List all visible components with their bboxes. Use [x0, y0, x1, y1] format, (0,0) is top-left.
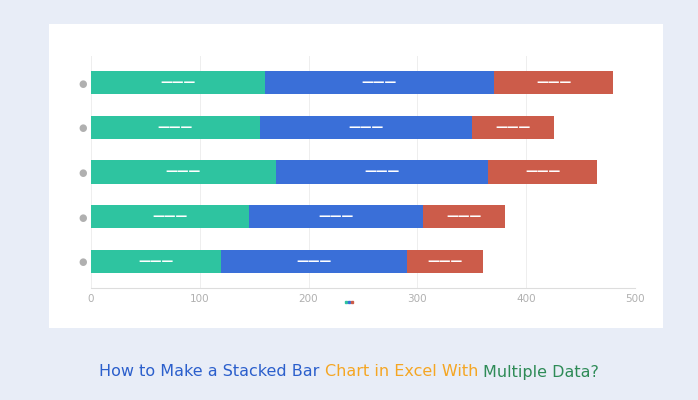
Bar	[91, 71, 265, 94]
Bar	[248, 205, 423, 228]
Text: ———: ———	[161, 76, 195, 89]
Bar	[406, 250, 483, 273]
Text: ———: ———	[536, 76, 571, 89]
Text: ———: ———	[165, 166, 201, 178]
Bar	[91, 250, 221, 273]
Bar	[472, 116, 554, 139]
Bar	[91, 116, 260, 139]
Bar	[221, 250, 406, 273]
Bar	[276, 160, 488, 184]
Text: ———: ———	[297, 255, 332, 268]
Text: ———: ———	[427, 255, 462, 268]
Text: How to Make a Stacked Bar: How to Make a Stacked Bar	[99, 364, 325, 380]
Text: ———: ———	[525, 166, 560, 178]
Text: ———: ———	[318, 210, 353, 223]
Text: ———: ———	[152, 210, 187, 223]
Text: ———: ———	[158, 121, 193, 134]
Bar	[91, 160, 276, 184]
Bar	[260, 116, 472, 139]
Text: Multiple Data?: Multiple Data?	[483, 364, 599, 380]
Text: ———: ———	[446, 210, 482, 223]
Text: ———: ———	[362, 76, 397, 89]
Text: ———: ———	[138, 255, 174, 268]
Text: ———: ———	[495, 121, 530, 134]
Bar	[488, 160, 597, 184]
Text: ———: ———	[364, 166, 400, 178]
Legend: , , : , ,	[344, 301, 354, 303]
Bar	[423, 205, 505, 228]
Bar	[265, 71, 493, 94]
Text: ———: ———	[348, 121, 383, 134]
Bar	[91, 205, 248, 228]
Text: Chart in Excel With: Chart in Excel With	[325, 364, 483, 380]
Bar	[493, 71, 614, 94]
